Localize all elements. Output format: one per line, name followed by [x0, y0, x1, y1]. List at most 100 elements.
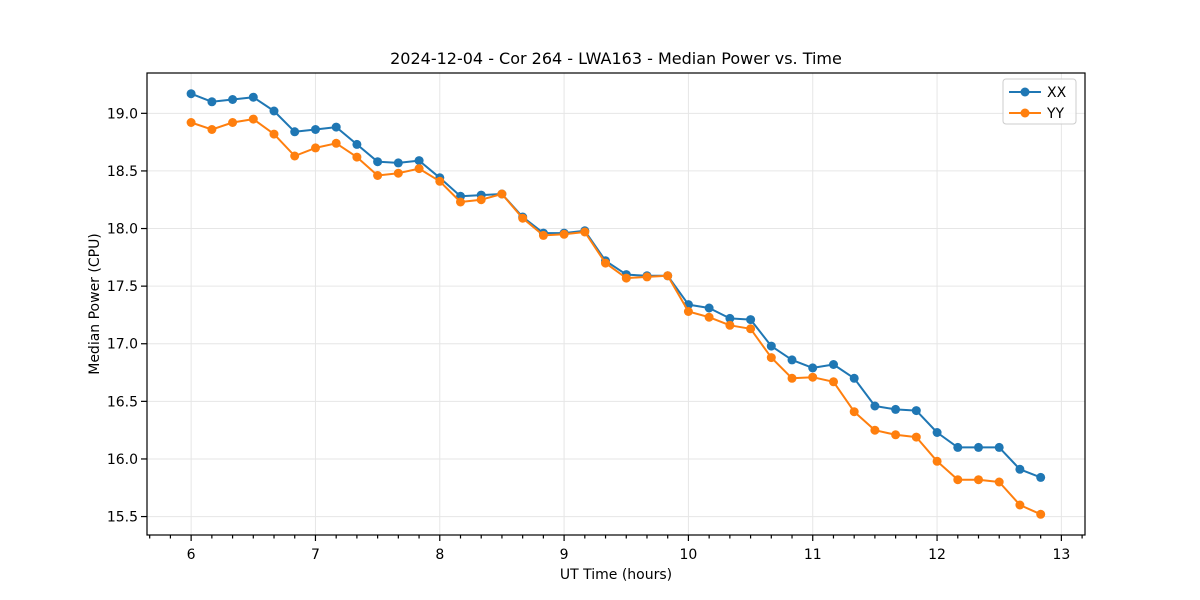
series-yy-marker: [352, 152, 362, 162]
series-yy-marker: [787, 373, 797, 383]
x-tick-label: 10: [680, 547, 698, 563]
series-xx-marker: [746, 315, 756, 325]
series-yy-marker: [538, 230, 548, 240]
series-xx-marker: [953, 442, 963, 452]
series-xx-marker: [352, 139, 362, 149]
series-yy-marker: [683, 307, 693, 316]
series-yy-marker: [228, 118, 238, 127]
series-yy-marker: [207, 125, 217, 134]
series-xx-marker: [870, 401, 880, 411]
y-axis-label: Median Power (CPU): [87, 233, 103, 375]
series-yy-marker: [642, 272, 652, 282]
series-xx-marker: [829, 360, 838, 369]
series-xx-marker: [849, 373, 859, 383]
series-xx-marker: [932, 428, 942, 437]
series-xx-marker: [186, 89, 196, 99]
series-yy-marker: [911, 432, 921, 442]
legend-yy-label: YY: [1046, 106, 1065, 122]
y-tick-label: 16.5: [107, 394, 138, 410]
y-tick-label: 16.0: [107, 452, 138, 468]
series-xx-marker: [414, 156, 424, 166]
x-tick-label: 6: [187, 547, 196, 563]
series-yy-marker: [725, 320, 735, 330]
x-tick-label: 11: [804, 547, 822, 563]
x-tick-label: 13: [1052, 547, 1070, 563]
series-yy-marker: [435, 176, 445, 186]
series-yy-marker: [476, 195, 486, 205]
x-tick-label: 8: [435, 547, 444, 563]
series-yy-marker: [373, 171, 383, 180]
series-xx-marker: [311, 125, 320, 134]
series-yy-marker: [290, 151, 300, 161]
series-yy-marker: [497, 189, 507, 199]
series-yy-marker: [994, 477, 1004, 487]
series-yy-marker: [829, 377, 838, 387]
series-yy-marker: [870, 425, 880, 435]
series-yy-marker: [932, 456, 942, 466]
legend-xx-label: XX: [1047, 85, 1067, 101]
series-xx-marker: [766, 341, 776, 351]
series-yy-marker: [891, 430, 901, 440]
series-yy-marker: [1036, 509, 1046, 519]
series-xx-marker: [1036, 472, 1046, 482]
series-xx-marker: [808, 363, 818, 373]
series-yy-marker: [248, 114, 258, 124]
series-xx-marker: [994, 442, 1004, 452]
y-tick-label: 18.5: [107, 164, 138, 180]
y-tick-label: 17.0: [107, 337, 138, 353]
series-yy-marker: [559, 229, 569, 239]
series-yy-marker: [849, 407, 859, 417]
series-xx-marker: [207, 97, 217, 107]
legend: XX YY: [1002, 78, 1077, 125]
y-tick-label: 17.5: [107, 279, 138, 295]
series-yy-marker: [331, 138, 341, 148]
legend-xx-sample-marker: [1020, 87, 1030, 97]
x-tick-label: 9: [560, 547, 569, 563]
y-tick-label: 18.0: [107, 222, 138, 238]
series-xx-marker: [269, 106, 279, 116]
series-yy-marker: [186, 118, 196, 127]
axes-layer: 6 7 8 9 10 11 12 13 15.5 16.0 16.5 17.0 17.5 18.0 18.5…: [107, 72, 1086, 563]
series-yy-marker: [974, 475, 983, 485]
series-layer: [186, 89, 1046, 519]
series-xx-marker: [911, 406, 921, 416]
series-yy-marker: [663, 271, 673, 281]
series-xx-marker: [331, 122, 341, 132]
series-yy-marker: [953, 475, 963, 485]
x-axis-label: UT Time (hours): [560, 567, 672, 583]
series-yy-marker: [808, 372, 818, 382]
series-yy-marker: [1015, 500, 1025, 510]
legend-yy-sample-marker: [1020, 108, 1030, 118]
series-yy-marker: [746, 324, 756, 334]
series-xx-marker: [974, 442, 983, 452]
x-tick-label: 12: [928, 547, 946, 563]
series-yy-marker: [414, 164, 424, 174]
series-xx-marker: [248, 92, 258, 102]
series-yy-marker: [601, 258, 610, 268]
series-yy-marker: [704, 312, 714, 322]
series-xx-marker: [290, 127, 300, 137]
series-yy-marker: [766, 353, 776, 363]
y-tick-label: 15.5: [107, 510, 138, 526]
series-xx-marker: [891, 404, 901, 414]
grid-layer: [147, 73, 1085, 535]
x-tick-label: 7: [311, 547, 320, 563]
series-xx-marker: [787, 355, 797, 365]
series-yy-marker: [580, 227, 590, 237]
series-yy-marker: [621, 273, 631, 283]
series-xx-marker: [373, 157, 383, 167]
series-xx-marker: [1015, 464, 1025, 474]
series-yy-marker: [269, 129, 279, 139]
series-xx-line: [190, 92, 1042, 479]
series-yy-marker: [518, 213, 528, 223]
series-xx-marker: [725, 313, 735, 323]
series-xx-marker: [393, 158, 403, 168]
series-yy-marker: [456, 197, 465, 207]
series-yy-line: [190, 118, 1042, 516]
series-xx-marker: [228, 95, 238, 104]
plot-border: [146, 72, 1086, 536]
chart-title: 2024-12-04 - Cor 264 - LWA163 - Median P…: [390, 49, 842, 68]
y-tick-label: 19.0: [107, 106, 138, 122]
